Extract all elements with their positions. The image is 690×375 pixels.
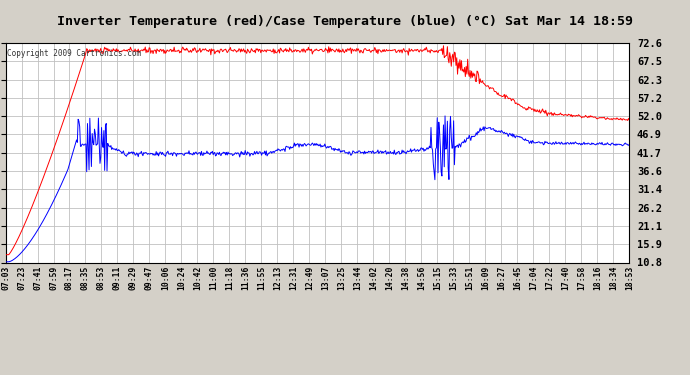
Text: 14:38: 14:38: [401, 266, 410, 290]
Text: 14:20: 14:20: [385, 266, 394, 290]
Text: 07:23: 07:23: [17, 266, 26, 290]
Text: 11:36: 11:36: [241, 266, 250, 290]
Text: 12:13: 12:13: [273, 266, 282, 290]
Text: 17:04: 17:04: [529, 266, 538, 290]
Text: 18:34: 18:34: [609, 266, 618, 290]
Text: 09:47: 09:47: [145, 266, 154, 290]
Text: 10:24: 10:24: [177, 266, 186, 290]
Text: 12:31: 12:31: [289, 266, 298, 290]
Text: 10:42: 10:42: [193, 266, 202, 290]
Text: 15:33: 15:33: [449, 266, 458, 290]
Text: 08:53: 08:53: [97, 266, 106, 290]
Text: 18:16: 18:16: [593, 266, 602, 290]
Text: 17:22: 17:22: [545, 266, 554, 290]
Text: Inverter Temperature (red)/Case Temperature (blue) (°C) Sat Mar 14 18:59: Inverter Temperature (red)/Case Temperat…: [57, 15, 633, 28]
Text: 11:18: 11:18: [225, 266, 234, 290]
Text: 12:49: 12:49: [305, 266, 314, 290]
Text: 13:25: 13:25: [337, 266, 346, 290]
Text: 15:15: 15:15: [433, 266, 442, 290]
Text: 17:58: 17:58: [577, 266, 586, 290]
Text: 09:29: 09:29: [129, 266, 138, 290]
Text: Copyright 2009 Cartronics.com: Copyright 2009 Cartronics.com: [8, 49, 141, 58]
Text: 07:03: 07:03: [1, 266, 10, 290]
Text: 07:59: 07:59: [49, 266, 58, 290]
Text: 09:11: 09:11: [113, 266, 122, 290]
Text: 07:41: 07:41: [33, 266, 42, 290]
Text: 15:51: 15:51: [465, 266, 474, 290]
Text: 11:55: 11:55: [257, 266, 266, 290]
Text: 11:00: 11:00: [209, 266, 218, 290]
Text: 10:06: 10:06: [161, 266, 170, 290]
Text: 16:45: 16:45: [513, 266, 522, 290]
Text: 18:53: 18:53: [624, 266, 634, 290]
Text: 13:07: 13:07: [321, 266, 330, 290]
Text: 08:17: 08:17: [65, 266, 74, 290]
Text: 16:27: 16:27: [497, 266, 506, 290]
Text: 17:40: 17:40: [561, 266, 570, 290]
Text: 13:44: 13:44: [353, 266, 362, 290]
Text: 14:02: 14:02: [369, 266, 378, 290]
Text: 08:35: 08:35: [81, 266, 90, 290]
Text: 16:09: 16:09: [481, 266, 490, 290]
Text: 14:56: 14:56: [417, 266, 426, 290]
